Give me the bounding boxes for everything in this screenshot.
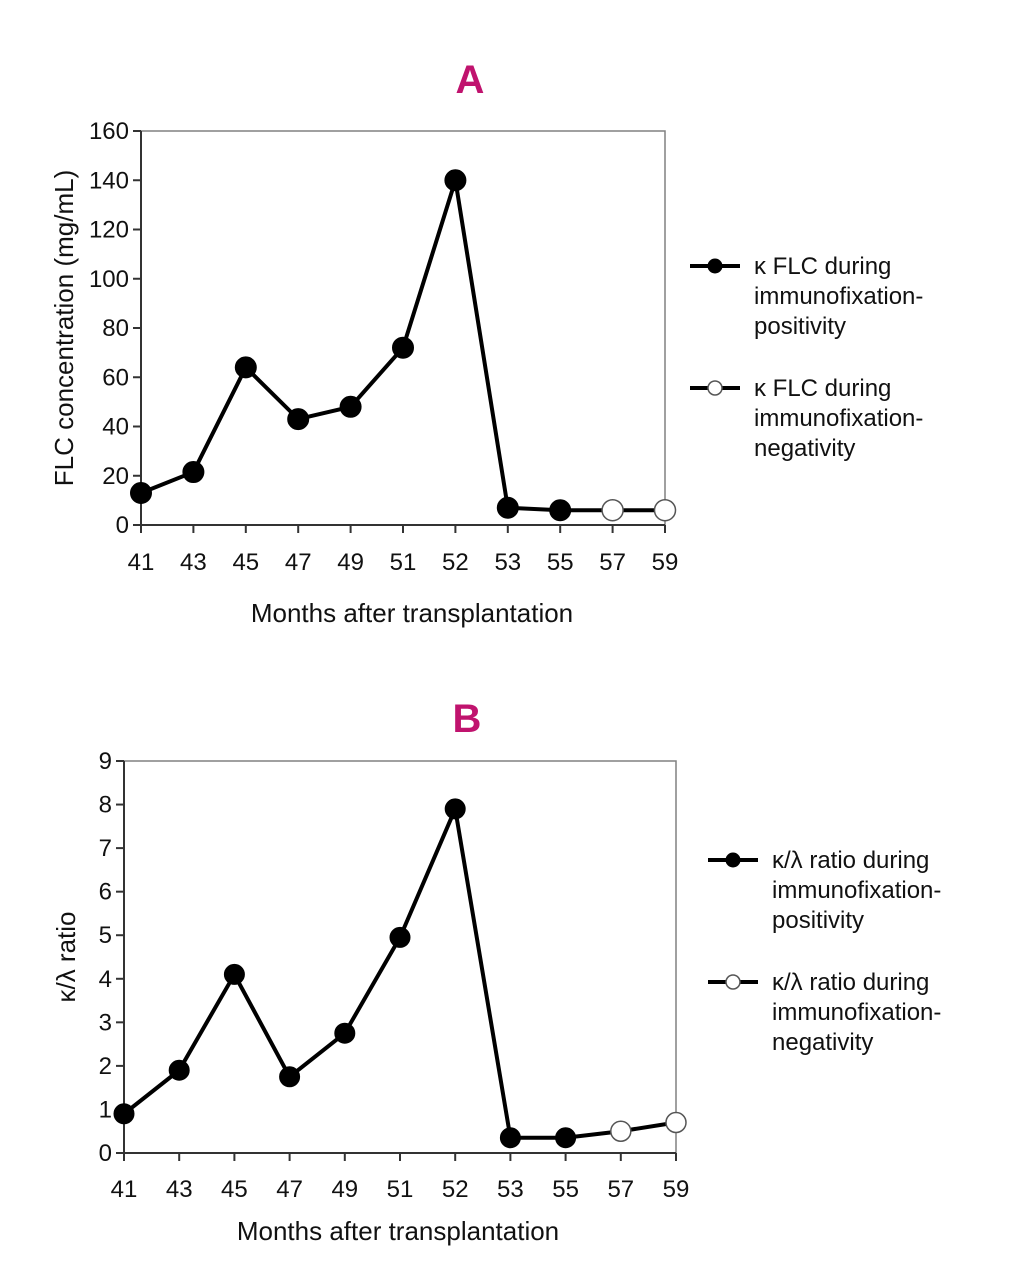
panel-a-y-tick-label: 120 <box>89 217 129 244</box>
panel-b-y-tick-label: 4 <box>99 966 112 993</box>
panel-a-plot-frame <box>140 130 666 526</box>
panel-a-legend-text: negativity <box>754 435 855 462</box>
panel-b-legend-text: negativity <box>772 1029 873 1056</box>
panel-b-y-axis-label: κ/λ ratio <box>51 911 81 1002</box>
panel-a-plot: 0 20 40 60 80 100 120 140 160 41 43 45 47 49 51 52 53 55 5… <box>89 118 678 576</box>
panel-b-y-tick-label: 6 <box>99 879 112 906</box>
panel-a-x-tick-label: 41 <box>128 549 155 576</box>
panel-b-x-tick-label: 43 <box>166 1176 193 1203</box>
panel-b-x-tick-label: 51 <box>387 1176 414 1203</box>
panel-b-point-open <box>665 1111 687 1134</box>
panel-b-point-open <box>610 1120 632 1142</box>
panel-b-y-tick-label: 7 <box>99 835 112 862</box>
panel-b-point-filled <box>334 1022 356 1044</box>
panel-a-point-open <box>653 498 677 522</box>
panel-a-y-axis-label: FLC concentration (mg/mL) <box>49 170 79 486</box>
panel-a-point-filled <box>549 499 572 522</box>
panel-b-title: B <box>453 697 482 741</box>
panel-b-legend-marker-filled <box>725 852 741 868</box>
panel-a-legend-text: positivity <box>754 313 846 340</box>
panel-b-y-tick-label: 1 <box>99 1096 112 1123</box>
panel-a-x-tick-label: 57 <box>599 549 626 576</box>
panel-a-x-tick-label: 45 <box>232 549 259 576</box>
panel-b-legend: κ/λ ratio during immunofixation-positivit… <box>708 847 941 1056</box>
panel-b-legend-text: κ/λ ratio during <box>772 847 929 874</box>
panel-b-point-filled <box>499 1127 521 1149</box>
panel-b-x-tick-label: 59 <box>663 1176 690 1203</box>
panel-b-y-tick-label: 8 <box>99 792 112 819</box>
panel-a-legend-text: κ FLC during <box>754 375 891 402</box>
panel-a-y-tick-label: 140 <box>89 167 129 194</box>
panel-a-title: A <box>456 58 485 102</box>
panel-a-x-axis-label: Months after transplantation <box>251 598 573 628</box>
panel-b-y-tick-label: 5 <box>99 922 112 949</box>
panel-a-point-open <box>601 498 624 522</box>
panel-a-legend-marker-open <box>707 380 723 396</box>
panel-a-point-filled <box>339 395 362 418</box>
panel-a-legend-marker-filled <box>707 258 723 274</box>
panel-b-legend-text: positivity <box>772 907 864 934</box>
panel-b-x-tick-label: 55 <box>552 1176 579 1203</box>
panel-b-point-filled <box>389 926 411 948</box>
panel-b-y-tick-label: 3 <box>99 1009 112 1036</box>
panel-b-point-filled <box>113 1103 135 1125</box>
panel-a-y-tick-label: 20 <box>102 463 129 490</box>
panel-b-point-filled <box>168 1059 190 1081</box>
panel-a-y-tick-label: 80 <box>102 315 129 342</box>
panel-a-point-filled <box>496 496 519 519</box>
panel-a-legend-text: κ FLC during <box>754 253 891 280</box>
panel-b-x-tick-label: 41 <box>111 1176 138 1203</box>
panel-a-y-tick-label: 0 <box>116 512 129 539</box>
panel-a: A 0 20 40 60 80 100 120 140 160 41 43 45 47 49 51 52 53 5… <box>49 58 923 628</box>
panel-a-x-tick-label: 52 <box>442 549 469 576</box>
panel-b-plot-frame <box>123 760 677 1154</box>
panel-a-legend-text: immunofixation- <box>754 405 923 432</box>
panel-b-x-tick-label: 53 <box>497 1176 524 1203</box>
panel-a-point-filled <box>392 336 414 359</box>
panel-b-legend-text: κ/λ ratio during <box>772 969 929 996</box>
panel-a-x-tick-label: 43 <box>180 549 207 576</box>
panel-a-legend-text: immunofixation- <box>754 283 923 310</box>
panel-b-y-tick-label: 0 <box>99 1140 112 1167</box>
panel-a-x-tick-label: 55 <box>547 549 574 576</box>
panel-b-point-filled <box>223 963 245 985</box>
panel-b-x-tick-label: 45 <box>221 1176 248 1203</box>
panel-a-x-tick-label: 49 <box>337 549 364 576</box>
panel-b-y-tick-label: 9 <box>99 748 112 775</box>
panel-b-legend-text: immunofixation- <box>772 877 941 904</box>
panel-a-x-tick-label: 53 <box>494 549 521 576</box>
panel-a-point-filled <box>182 461 205 484</box>
panel-b-x-tick-label: 57 <box>607 1176 634 1203</box>
panel-a-x-tick-label: 51 <box>390 549 417 576</box>
panel-a-x-tick-label: 47 <box>285 549 312 576</box>
panel-b-series-line <box>122 801 677 1140</box>
panel-a-y-tick-label: 60 <box>102 364 129 391</box>
panel-a-point-filled <box>444 169 467 192</box>
panel-b-legend-text: immunofixation- <box>772 999 941 1026</box>
panel-b-x-tick-label: 52 <box>442 1176 469 1203</box>
panel-b-x-tick-label: 47 <box>276 1176 303 1203</box>
panel-a-y-tick-label: 160 <box>89 118 129 145</box>
panel-b-point-filled <box>555 1127 577 1149</box>
panel-a-x-tick-label: 59 <box>652 549 679 576</box>
panel-a-point-filled <box>130 481 152 504</box>
panel-b-x-tick-label: 49 <box>331 1176 358 1203</box>
panel-b-x-axis-label: Months after transplantation <box>237 1216 559 1246</box>
panel-a-y-tick-label: 40 <box>102 414 129 441</box>
panel-b-point-filled <box>279 1066 301 1088</box>
panel-b-legend-marker-open <box>725 974 741 990</box>
panel-a-legend: κ FLC during immunofixation-positivity κ F… <box>690 253 923 462</box>
panel-a-point-filled <box>234 356 257 379</box>
panel-a-y-tick-label: 100 <box>89 266 129 293</box>
panel-b-y-tick-label: 2 <box>99 1053 112 1080</box>
panel-a-point-filled <box>287 408 310 431</box>
panel-b-point-filled <box>444 798 466 820</box>
